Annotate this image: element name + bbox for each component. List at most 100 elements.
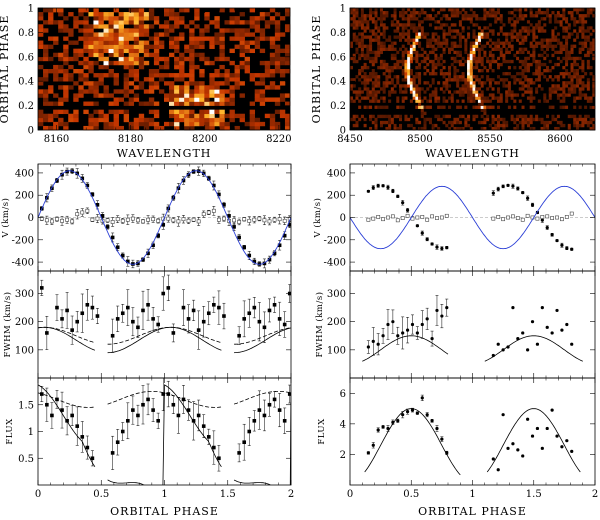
heat-cell	[118, 24, 124, 29]
data-point	[232, 218, 236, 223]
heat-cell	[363, 117, 367, 122]
heat-cell	[58, 64, 64, 70]
heat-cell	[113, 97, 119, 102]
heat-cell	[404, 11, 408, 15]
heat-cell	[415, 11, 419, 15]
heat-cell	[532, 44, 536, 48]
heat-cell	[53, 101, 59, 106]
heat-cell	[404, 50, 408, 55]
heat-cell	[537, 72, 541, 76]
heat-cell	[434, 20, 438, 24]
heat-cell	[494, 126, 498, 131]
heat-cell	[426, 105, 430, 109]
heat-cell	[244, 60, 250, 66]
heat-cell	[401, 59, 405, 64]
heat-cell	[469, 81, 473, 85]
rv_left-ytick-label: 400	[15, 168, 34, 179]
heat-cell	[434, 14, 438, 18]
heat-cell	[371, 56, 375, 61]
heat-cell	[179, 8, 185, 13]
heat-cell	[377, 65, 381, 70]
heat-cell	[529, 93, 533, 97]
heat-cell	[497, 96, 501, 100]
heat-cell	[526, 65, 530, 70]
heat-cell	[214, 97, 220, 102]
heat-cell	[518, 120, 522, 125]
heat-cell	[184, 125, 190, 131]
heat-cell	[565, 47, 569, 51]
data-point	[496, 187, 500, 191]
heat-cell	[526, 32, 530, 36]
heat-cell	[379, 44, 383, 48]
heat-cell	[239, 40, 245, 45]
heat-cell	[103, 24, 109, 29]
heat-cell	[442, 32, 446, 36]
heat-cell	[374, 81, 378, 85]
heat-cell	[214, 32, 220, 37]
heat-cell	[169, 101, 175, 106]
heat-cell	[113, 81, 119, 86]
heat-cell	[488, 29, 492, 33]
heat-cell	[78, 69, 84, 74]
heat-cell	[467, 35, 471, 39]
heat-cell	[148, 101, 155, 106]
heat-cell	[469, 65, 473, 70]
heat-cell	[450, 62, 454, 67]
heat-cell	[204, 85, 210, 90]
heat-cell	[458, 75, 462, 79]
heat-cell	[194, 85, 200, 90]
heat-cell	[388, 99, 392, 103]
heat-cell	[214, 73, 220, 78]
heat-cell	[358, 99, 362, 103]
heat-cell	[355, 75, 359, 79]
heat-cell	[133, 40, 140, 45]
heat-cell	[184, 121, 190, 127]
heat-cell	[259, 93, 266, 98]
heat-cell	[477, 32, 481, 36]
heat-cell	[366, 53, 370, 58]
heat-cell	[456, 8, 460, 12]
heat-cell	[249, 48, 256, 54]
heat-cell	[78, 36, 84, 41]
heat-cell	[73, 69, 79, 74]
heat-cell	[401, 14, 405, 18]
heat-cell	[219, 64, 225, 70]
data-point	[267, 308, 272, 313]
heat-cell	[450, 47, 454, 51]
data-point	[555, 238, 559, 243]
heat-cell	[551, 44, 555, 48]
heat-cell	[259, 101, 266, 106]
heat-cell	[93, 16, 99, 21]
heat-cell	[133, 8, 140, 13]
heat-cell	[483, 44, 487, 48]
heat-cell	[63, 89, 69, 94]
heat-cell	[113, 73, 119, 78]
data-point	[277, 217, 282, 222]
heat-cell	[48, 101, 54, 106]
heat-cell	[415, 35, 419, 39]
heat-cell	[513, 78, 517, 82]
heat-cell	[274, 101, 281, 106]
heat-cell	[453, 78, 457, 82]
heat-cell	[497, 47, 501, 51]
heat-cell	[169, 28, 175, 33]
heat-cell	[264, 73, 271, 78]
heat-cell	[189, 44, 195, 49]
heat-cell	[423, 123, 427, 128]
heat-cell	[556, 14, 560, 18]
heat-cell	[469, 41, 473, 45]
heat-cell	[366, 26, 370, 30]
heat-cell	[559, 44, 563, 48]
heat-cell	[269, 36, 276, 41]
heat-cell	[559, 120, 563, 125]
heat-cell	[551, 47, 555, 51]
heat-cell	[53, 121, 59, 127]
heat-cell	[556, 56, 560, 61]
data-point	[60, 317, 64, 321]
heat-cell	[128, 56, 135, 62]
heat-cell	[352, 56, 356, 61]
heat-cell	[437, 126, 441, 131]
heat-cell	[239, 48, 245, 54]
heat-cell	[445, 123, 449, 128]
heat-cell	[521, 62, 525, 67]
